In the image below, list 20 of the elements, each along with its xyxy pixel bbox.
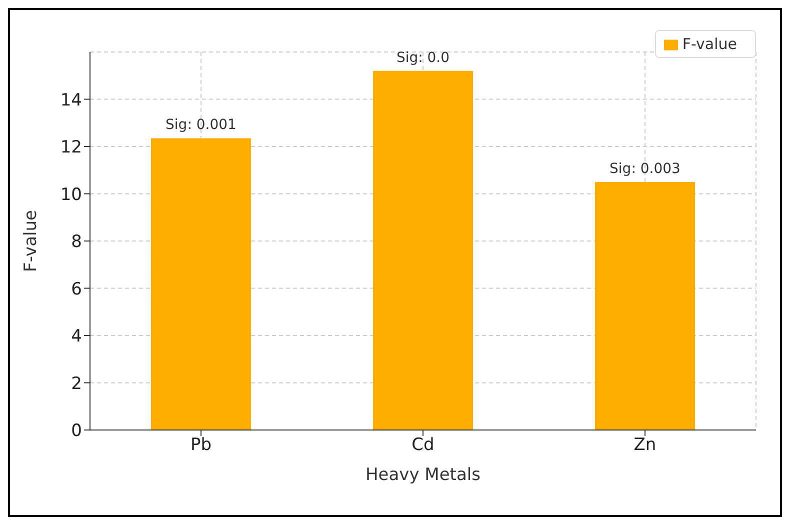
y-tick-label: 10 <box>60 184 82 205</box>
annotation: Sig: 0.0 <box>396 50 450 66</box>
annotation: Sig: 0.001 <box>166 117 236 134</box>
annotation: Sig: 0.003 <box>610 160 680 177</box>
x-tick-label: Pb <box>190 435 212 456</box>
x-axis-title: Heavy Metals <box>366 465 481 485</box>
y-tick-label: 14 <box>60 90 82 110</box>
y-axis-title: F-value <box>21 210 42 272</box>
y-tick-label: 2 <box>71 374 82 394</box>
bar <box>373 70 473 430</box>
x-tick-label: Cd <box>412 435 434 456</box>
y-tick-label: 0 <box>71 421 82 442</box>
y-tick-label: 4 <box>71 326 82 347</box>
legend-label: F-value <box>682 35 737 53</box>
bar <box>151 138 251 430</box>
bar <box>595 182 695 430</box>
y-tick-label: 6 <box>71 279 82 300</box>
x-tick-label: Zn <box>634 435 656 456</box>
y-tick-label: 8 <box>71 232 82 252</box>
y-tick-label: 12 <box>60 138 82 158</box>
